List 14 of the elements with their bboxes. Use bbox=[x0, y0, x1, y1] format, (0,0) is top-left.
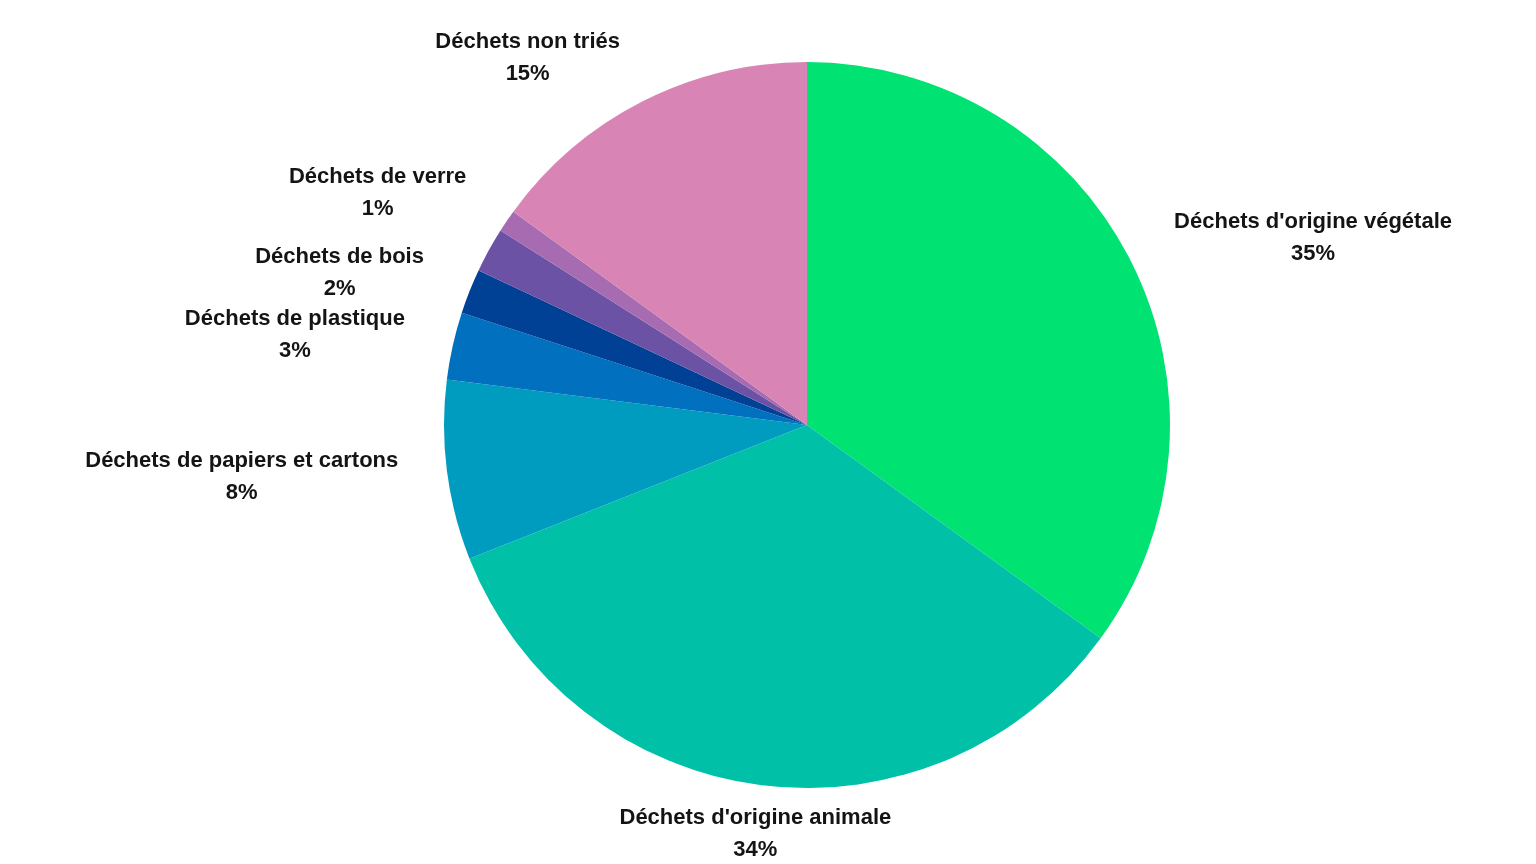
data-label: 1% bbox=[361, 195, 394, 221]
data-label: 15% bbox=[505, 59, 550, 85]
data-label: 2% bbox=[323, 275, 356, 301]
slice-label: Déchets de plastique bbox=[184, 305, 405, 331]
slice-label: Déchets de verre bbox=[288, 163, 467, 189]
slice-label: Déchets d'origine végétale bbox=[1174, 208, 1452, 234]
data-label: 35% bbox=[1291, 240, 1336, 266]
slice-label: Déchets de papiers et cartons bbox=[85, 446, 399, 472]
data-label: 8% bbox=[225, 478, 258, 504]
slice-label: Déchets d'origine animale bbox=[619, 803, 892, 829]
data-label: 3% bbox=[278, 337, 311, 363]
slice-label: Déchets non triés bbox=[435, 27, 620, 53]
data-label: 34% bbox=[733, 835, 778, 861]
slice-label: Déchets de bois bbox=[255, 243, 424, 269]
